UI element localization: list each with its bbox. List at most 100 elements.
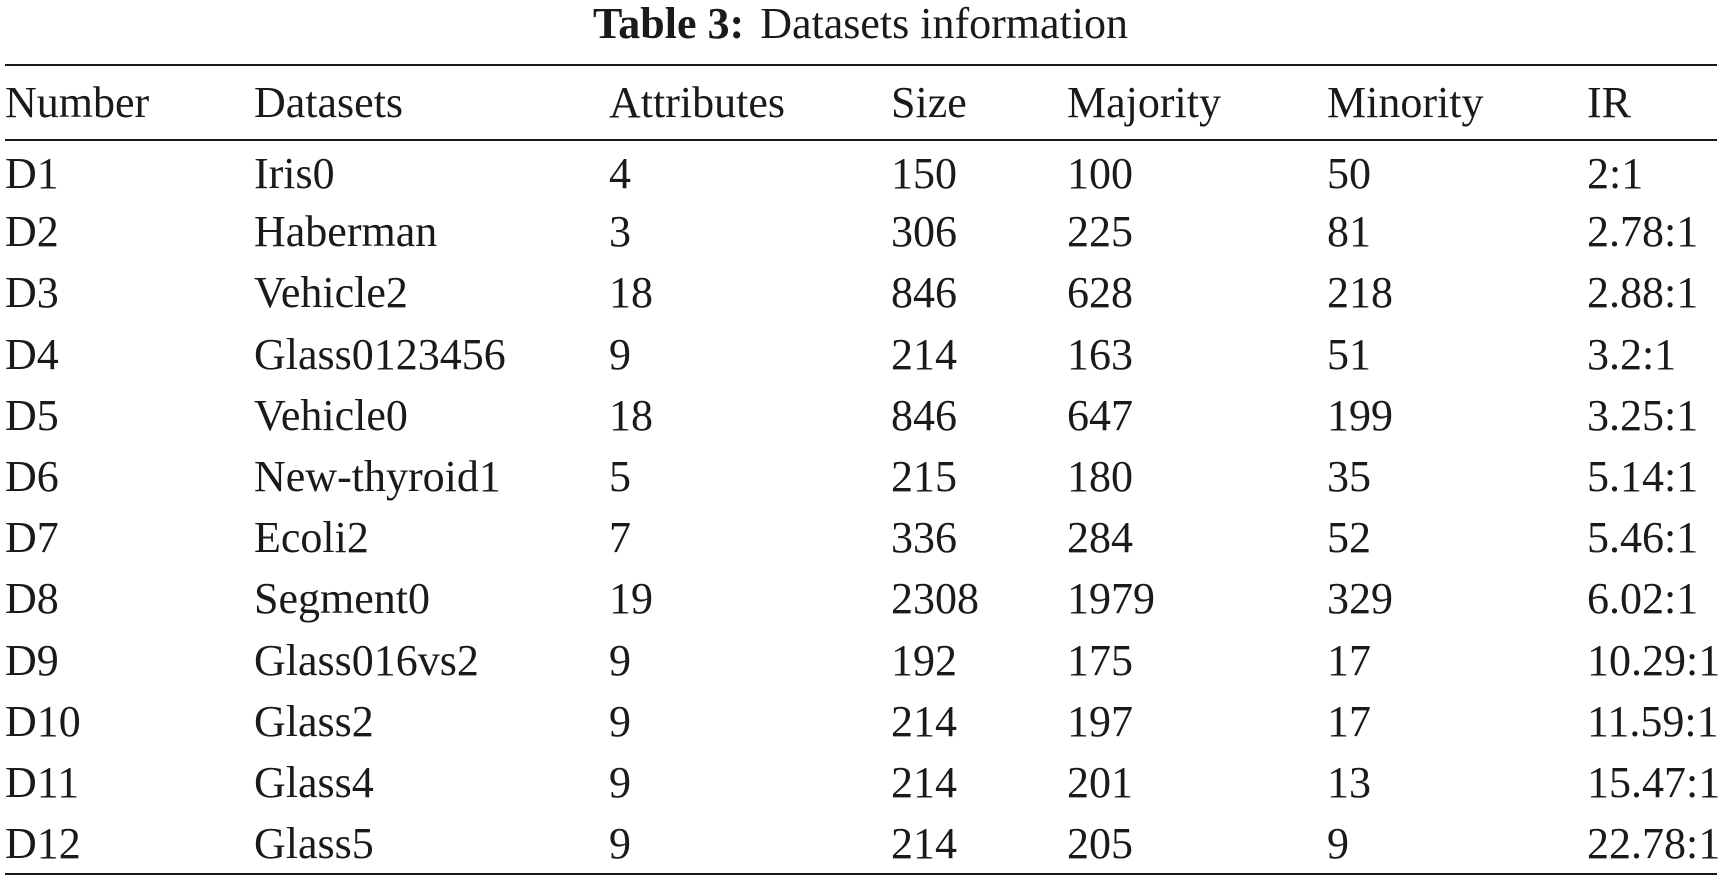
table-row: D12 Glass5 9 214 205 9 22.78:1 [5, 813, 1721, 874]
cell-number: D11 [5, 757, 80, 807]
cell-majority: 284 [1067, 513, 1133, 563]
cell-attributes: 9 [609, 696, 631, 746]
header-attributes: Attributes [609, 78, 785, 127]
header-row: Number Datasets Attributes Size Majority… [5, 65, 1717, 140]
cell-ir: 5.14:1 [1587, 452, 1699, 502]
cell-number: D6 [5, 452, 59, 502]
cell-size: 214 [891, 818, 957, 868]
cell-minority: 17 [1327, 635, 1371, 685]
cell-minority: 218 [1327, 268, 1393, 318]
cell-attributes: 3 [609, 207, 631, 257]
cell-size: 846 [891, 390, 957, 440]
table-row: D2 Haberman 3 306 225 81 2.78:1 [5, 201, 1717, 262]
cell-dataset: Glass2 [254, 696, 374, 746]
cell-dataset: Glass5 [254, 818, 374, 868]
cell-attributes: 7 [609, 513, 631, 563]
cell-attributes: 9 [609, 635, 631, 685]
cell-number: D5 [5, 390, 59, 440]
cell-majority: 225 [1067, 207, 1133, 257]
cell-minority: 52 [1327, 513, 1371, 563]
cell-dataset: Ecoli2 [254, 513, 369, 563]
cell-attributes: 9 [609, 329, 631, 379]
cell-dataset: Glass4 [254, 757, 374, 807]
table-row: D6 New-thyroid1 5 215 180 35 5.14:1 [5, 446, 1717, 507]
cell-minority: 51 [1327, 329, 1371, 379]
table-row: D8 Segment0 19 2308 1979 329 6.02:1 [5, 568, 1717, 629]
cell-ir: 10.29:1 [1587, 635, 1721, 685]
cell-size: 2308 [891, 574, 979, 624]
cell-attributes: 19 [609, 574, 653, 624]
cell-majority: 163 [1067, 329, 1133, 379]
cell-size: 215 [891, 452, 957, 502]
cell-number: D2 [5, 207, 59, 257]
cell-majority: 100 [1067, 148, 1133, 198]
cell-majority: 175 [1067, 635, 1133, 685]
table-body: D1 Iris0 4 150 100 50 2:1 D2 Haberman 3 306 225 81 2.… [5, 140, 1721, 875]
cell-number: D10 [5, 696, 81, 746]
cell-size: 192 [891, 635, 957, 685]
cell-size: 214 [891, 329, 957, 379]
cell-number: D9 [5, 635, 59, 685]
cell-ir: 3.2:1 [1587, 329, 1677, 379]
cell-majority: 180 [1067, 452, 1133, 502]
header-ir: IR [1587, 78, 1631, 127]
cell-dataset: Segment0 [254, 574, 430, 624]
table-row: D5 Vehicle0 18 846 647 199 3.25:1 [5, 385, 1717, 446]
cell-minority: 35 [1327, 452, 1371, 502]
cell-number: D1 [5, 148, 59, 198]
table-row: D11 Glass4 9 214 201 13 15.47:1 [5, 752, 1721, 813]
cell-dataset: Vehicle2 [254, 268, 408, 318]
caption-text: Datasets information [760, 0, 1128, 48]
datasets-table: Number Datasets Attributes Size Majority… [5, 64, 1721, 875]
cell-dataset: Vehicle0 [254, 390, 408, 440]
cell-ir: 22.78:1 [1587, 818, 1721, 868]
cell-minority: 13 [1327, 757, 1371, 807]
table-row: D9 Glass016vs2 9 192 175 17 10.29:1 [5, 630, 1721, 691]
cell-attributes: 9 [609, 818, 631, 868]
cell-attributes: 9 [609, 757, 631, 807]
cell-majority: 201 [1067, 757, 1133, 807]
table-row: D7 Ecoli2 7 336 284 52 5.46:1 [5, 507, 1717, 568]
cell-attributes: 18 [609, 390, 653, 440]
cell-size: 214 [891, 757, 957, 807]
cell-number: D12 [5, 818, 81, 868]
cell-attributes: 5 [609, 452, 631, 502]
cell-majority: 628 [1067, 268, 1133, 318]
table-row: D4 Glass0123456 9 214 163 51 3.2:1 [5, 324, 1717, 385]
cell-majority: 647 [1067, 390, 1133, 440]
cell-size: 336 [891, 513, 957, 563]
table-row: D3 Vehicle2 18 846 628 218 2.88:1 [5, 262, 1717, 323]
cell-size: 150 [891, 148, 957, 198]
cell-majority: 197 [1067, 696, 1133, 746]
cell-dataset: Glass0123456 [254, 329, 506, 379]
cell-minority: 50 [1327, 148, 1371, 198]
cell-attributes: 4 [609, 148, 631, 198]
cell-minority: 9 [1327, 818, 1349, 868]
cell-size: 214 [891, 696, 957, 746]
cell-ir: 5.46:1 [1587, 513, 1699, 563]
cell-minority: 199 [1327, 390, 1393, 440]
cell-majority: 205 [1067, 818, 1133, 868]
cell-dataset: Haberman [254, 207, 438, 257]
cell-ir: 2.78:1 [1587, 207, 1699, 257]
table-row: D1 Iris0 4 150 100 50 2:1 [5, 140, 1717, 201]
cell-majority: 1979 [1067, 574, 1155, 624]
table-caption: Table 3: Datasets information [0, 0, 1721, 48]
cell-dataset: New-thyroid1 [254, 452, 501, 502]
cell-ir: 2:1 [1587, 148, 1644, 198]
cell-minority: 329 [1327, 574, 1393, 624]
cell-number: D4 [5, 329, 59, 379]
datasets-table-container: Number Datasets Attributes Size Majority… [5, 64, 1721, 875]
table-header: Number Datasets Attributes Size Majority… [5, 65, 1717, 140]
header-minority: Minority [1327, 78, 1484, 127]
cell-ir: 3.25:1 [1587, 390, 1699, 440]
cell-dataset: Glass016vs2 [254, 635, 479, 685]
cell-ir: 11.59:1 [1587, 696, 1719, 746]
caption-label: Table 3: [593, 0, 745, 48]
table-row: D10 Glass2 9 214 197 17 11.59:1 [5, 691, 1719, 752]
cell-attributes: 18 [609, 268, 653, 318]
cell-ir: 15.47:1 [1587, 757, 1721, 807]
cell-ir: 2.88:1 [1587, 268, 1699, 318]
header-majority: Majority [1067, 78, 1221, 127]
header-size: Size [891, 78, 967, 127]
